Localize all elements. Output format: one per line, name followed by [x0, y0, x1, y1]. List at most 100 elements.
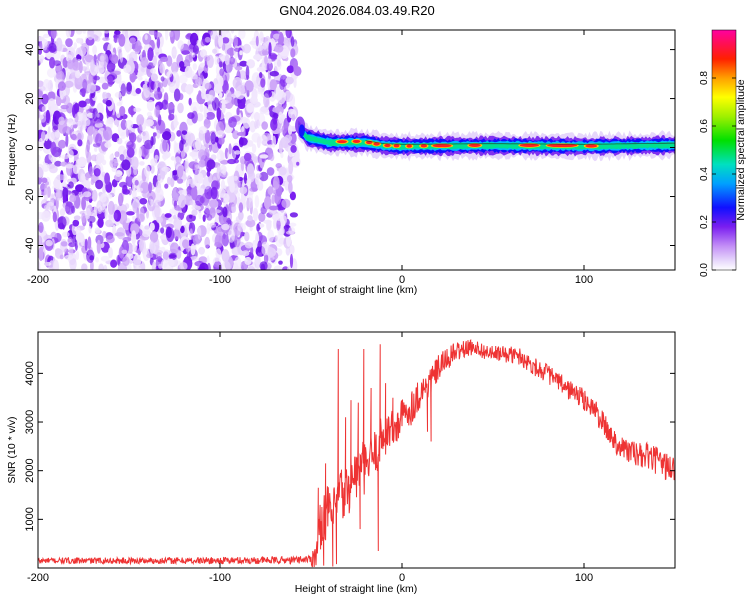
noise-blob: [203, 55, 211, 62]
noise-blob: [146, 210, 149, 219]
spectrogram-x-label: Height of straight line (km): [295, 284, 418, 296]
noise-blob: [103, 30, 110, 34]
noise-blob: [290, 145, 297, 153]
noise-blob: [274, 44, 284, 53]
noise-blob: [214, 55, 220, 66]
noise-blob: [148, 198, 152, 207]
noise-blob: [173, 228, 180, 240]
noise-blob: [159, 63, 165, 74]
noise-blob: [88, 226, 92, 234]
noise-blob: [216, 130, 225, 139]
noise-blob: [86, 249, 95, 263]
noise-blob: [61, 181, 67, 187]
colorbar-frame: [711, 29, 737, 271]
noise-blob: [258, 212, 266, 223]
noise-blob: [190, 235, 196, 240]
hotspot-red: [432, 144, 452, 148]
noise-blob: [194, 158, 199, 173]
noise-blob: [55, 96, 62, 107]
noise-blob: [168, 113, 175, 121]
noise-blob: [185, 84, 194, 95]
noise-blob: [55, 64, 61, 72]
spectrogram-frame: [37, 29, 676, 271]
noise-blob: [81, 42, 90, 53]
noise-blob: [277, 59, 281, 67]
noise-blob: [82, 30, 86, 34]
noise-blob: [246, 163, 255, 177]
noise-blob: [156, 36, 161, 49]
noise-blob: [54, 129, 61, 138]
noise-blob: [176, 178, 184, 184]
noise-blob: [195, 137, 202, 151]
noise-blob: [177, 165, 184, 179]
noise-blob: [247, 215, 253, 222]
noise-blob: [268, 42, 272, 57]
noise-blob: [253, 111, 260, 122]
snr-y-tick-label: 2000: [24, 458, 36, 482]
noise-blob: [136, 114, 145, 127]
spectrogram-x-tick-label: -200: [27, 274, 49, 286]
noise-blob: [288, 160, 294, 175]
noise-blob: [284, 180, 290, 191]
noise-blob: [296, 161, 300, 166]
noise-blob: [176, 249, 182, 259]
noise-blob: [171, 48, 178, 56]
hotspot-red: [352, 139, 361, 144]
noise-blob: [215, 248, 222, 259]
noise-blob: [118, 246, 125, 259]
noise-blob: [149, 240, 155, 255]
noise-blob: [188, 97, 192, 106]
noise-blob: [161, 166, 171, 172]
noise-blob: [204, 82, 212, 90]
noise-blob: [87, 126, 94, 136]
noise-blob: [224, 255, 234, 270]
noise-blob: [92, 107, 98, 122]
noise-blob: [267, 229, 275, 243]
noise-blob: [256, 223, 260, 232]
noise-blob: [102, 91, 108, 100]
noise-blob: [108, 213, 112, 220]
noise-blob: [220, 179, 226, 191]
snr-y-tick-label: 3000: [24, 410, 36, 434]
noise-blob: [120, 119, 128, 131]
noise-blob: [267, 222, 271, 231]
noise-blob: [41, 93, 49, 105]
noise-blob: [270, 118, 278, 131]
noise-blob: [201, 87, 206, 100]
spectrogram-y-ticks: -40 -20 0 20 40: [24, 43, 675, 253]
noise-blob: [280, 152, 284, 159]
noise-blob: [80, 172, 85, 184]
noise-blob: [227, 228, 236, 243]
noise-blob: [48, 132, 55, 142]
noise-blob: [67, 59, 74, 70]
noise-blob: [209, 199, 219, 208]
noise-blob: [271, 135, 277, 148]
noise-blob: [266, 167, 275, 176]
noise-blob: [64, 254, 74, 261]
noise-blob: [88, 74, 92, 84]
noise-blob: [165, 30, 169, 41]
snr-frame: [37, 331, 676, 569]
noise-blob: [104, 142, 112, 148]
noise-blob: [97, 204, 103, 213]
noise-blob: [103, 264, 108, 270]
noise-blob: [157, 82, 164, 89]
noise-blob: [98, 263, 104, 270]
noise-blob: [198, 246, 206, 255]
noise-blob: [156, 216, 164, 224]
noise-blob: [146, 253, 154, 259]
noise-blob: [159, 56, 169, 62]
noise-blob: [121, 249, 128, 254]
noise-blob: [198, 210, 202, 220]
noise-blob: [100, 255, 110, 262]
noise-blob: [111, 54, 119, 65]
noise-blob: [181, 130, 188, 136]
noise-blob: [212, 48, 218, 54]
noise-blob: [239, 50, 243, 56]
noise-blob: [144, 225, 150, 230]
noise-blob: [220, 159, 229, 165]
hotspot-red: [468, 143, 481, 147]
noise-blob: [190, 101, 200, 113]
noise-blob: [189, 256, 199, 262]
noise-blob: [268, 106, 274, 112]
